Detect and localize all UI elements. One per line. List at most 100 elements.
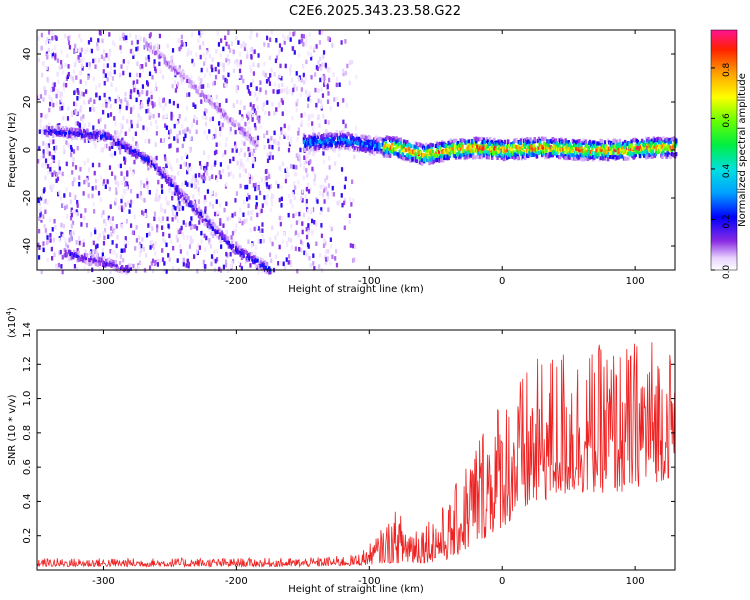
heatmap-noise-cell: [49, 167, 52, 172]
heatmap-noise-cell: [222, 67, 225, 73]
heatmap-noise-cell: [41, 72, 44, 78]
heatmap-cell: [493, 137, 496, 142]
heatmap-noise-cell: [76, 88, 79, 93]
heatmap-cell: [555, 153, 559, 158]
heatmap-noise-cell: [219, 221, 222, 226]
heatmap-cell: [212, 105, 215, 110]
heatmap-cell: [486, 139, 490, 144]
heatmap-x-axis-label: Height of straight line (km): [288, 284, 424, 295]
heatmap-noise-cell: [258, 115, 261, 121]
heatmap-noise-cell: [209, 201, 212, 207]
heatmap-noise-cell: [67, 106, 70, 111]
heatmap-cell: [669, 139, 673, 144]
heatmap-cell: [637, 142, 641, 147]
heatmap-cell: [669, 154, 673, 159]
heatmap-noise-cell: [49, 233, 52, 238]
snr-y-axis-label: SNR (10 * v/v): [7, 394, 18, 465]
heatmap-noise-cell: [156, 188, 159, 193]
heatmap-noise-cell: [316, 199, 319, 204]
heatmap-noise-cell: [329, 237, 332, 242]
heatmap-noise-cell: [149, 222, 152, 228]
heatmap-noise-cell: [319, 77, 322, 83]
heatmap-cell: [164, 60, 167, 65]
heatmap-noise-cell: [187, 198, 190, 203]
heatmap-noise-cell: [297, 179, 300, 185]
heatmap-cell: [603, 156, 607, 161]
heatmap-noise-cell: [161, 98, 165, 104]
heatmap-cell: [309, 145, 312, 150]
heatmap-noise-cell: [313, 219, 316, 225]
heatmap-cell: [577, 146, 580, 151]
heatmap-noise-cell: [180, 40, 183, 45]
heatmap-noise-cell: [230, 41, 233, 46]
heatmap-cell: [621, 141, 625, 146]
heatmap-noise-cell: [227, 268, 230, 274]
heatmap-noise-cell: [311, 113, 314, 119]
heatmap-noise-cell: [173, 136, 176, 141]
heatmap-noise-cell: [83, 160, 86, 166]
heatmap-cell: [386, 153, 390, 158]
heatmap-noise-cell: [298, 157, 301, 163]
heatmap-noise-cell: [171, 113, 175, 119]
heatmap-noise-cell: [229, 158, 232, 164]
heatmap-noise-cell: [71, 170, 74, 175]
heatmap-cell: [565, 148, 568, 153]
heatmap-noise-cell: [198, 30, 201, 36]
heatmap-noise-cell: [80, 213, 83, 219]
heatmap-noise-cell: [133, 87, 136, 93]
heatmap-noise-cell: [340, 40, 343, 45]
heatmap-noise-cell: [87, 268, 90, 274]
heatmap-cell: [68, 250, 72, 255]
heatmap-noise-cell: [311, 121, 314, 126]
heatmap-cell: [659, 136, 662, 141]
heatmap-cell: [127, 143, 131, 148]
heatmap-noise-cell: [40, 215, 43, 221]
heatmap-cell: [546, 145, 549, 150]
heatmap-noise-cell: [139, 184, 142, 190]
heatmap-noise-cell: [114, 200, 117, 206]
heatmap-noise-cell: [215, 248, 219, 254]
heatmap-noise-cell: [298, 211, 301, 217]
heatmap-cell: [378, 147, 381, 152]
heatmap-noise-cell: [259, 87, 262, 92]
heatmap-noise-cell: [256, 115, 259, 121]
heatmap-cell: [579, 153, 582, 158]
heatmap-cell: [253, 137, 257, 142]
heatmap-noise-cell: [136, 193, 139, 199]
heatmap-noise-cell: [305, 203, 308, 209]
heatmap-noise-cell: [129, 223, 133, 228]
heatmap-cell: [541, 145, 544, 150]
heatmap-cell: [172, 62, 175, 67]
heatmap-noise-cell: [262, 265, 265, 271]
heatmap-noise-cell: [235, 88, 238, 94]
heatmap-noise-cell: [280, 75, 283, 81]
heatmap-cell: [588, 139, 592, 144]
heatmap-noise-cell: [314, 72, 317, 77]
heatmap-noise-cell: [129, 49, 132, 54]
heatmap-noise-cell: [80, 116, 83, 121]
heatmap-noise-cell: [172, 265, 175, 271]
heatmap-noise-cell: [130, 89, 133, 94]
heatmap-cell: [194, 204, 198, 209]
heatmap-noise-cell: [41, 163, 44, 168]
heatmap-cell: [550, 139, 553, 144]
heatmap-noise-cell: [83, 215, 86, 221]
heatmap-cell: [145, 41, 148, 46]
heatmap-noise-cell: [294, 246, 297, 252]
heatmap-cell: [661, 140, 664, 145]
heatmap-noise-cell: [53, 148, 57, 153]
heatmap-noise-cell: [113, 151, 117, 156]
heatmap-cell: [72, 255, 75, 260]
heatmap-noise-cell: [305, 168, 308, 173]
heatmap-noise-cell: [322, 237, 325, 243]
heatmap-noise-cell: [109, 48, 112, 54]
heatmap-noise-cell: [82, 238, 85, 244]
heatmap-noise-cell: [113, 62, 116, 68]
heatmap-noise-cell: [73, 90, 76, 96]
heatmap-noise-cell: [327, 249, 330, 254]
heatmap-noise-cell: [116, 234, 119, 240]
heatmap-noise-cell: [131, 51, 135, 56]
heatmap-noise-cell: [93, 99, 96, 104]
heatmap-noise-cell: [307, 189, 311, 194]
heatmap-noise-cell: [270, 68, 273, 73]
